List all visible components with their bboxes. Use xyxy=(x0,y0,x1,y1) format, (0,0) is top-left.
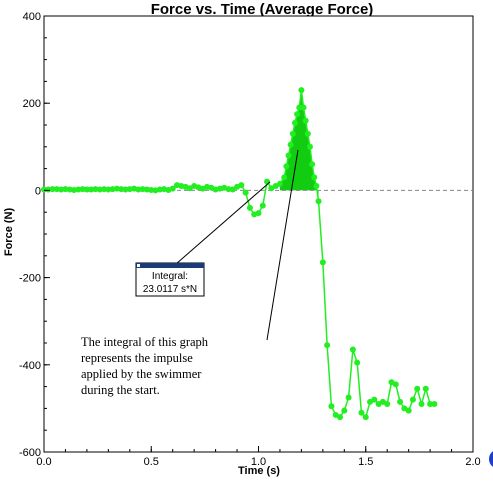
data-point xyxy=(409,396,416,403)
x-tick-label: 1.0 xyxy=(251,456,266,468)
data-point xyxy=(405,407,412,414)
data-point xyxy=(354,359,361,366)
y-tick-label: 0 xyxy=(35,185,41,197)
data-point xyxy=(287,141,294,148)
plot-area xyxy=(43,15,474,453)
data-point xyxy=(300,104,307,111)
data-point xyxy=(229,186,236,193)
y-tick-label: -400 xyxy=(19,360,41,372)
y-axis-label: Force (N) xyxy=(3,208,15,257)
note-pointer-line xyxy=(266,149,299,341)
data-point xyxy=(309,161,316,168)
data-point xyxy=(49,186,56,193)
data-point xyxy=(431,401,438,408)
x-tick-label: 1.5 xyxy=(358,456,373,468)
data-point xyxy=(276,180,283,187)
data-point xyxy=(264,178,271,185)
impulse-note: The integral of this graph represents th… xyxy=(81,335,209,397)
data-point xyxy=(306,143,313,150)
data-point xyxy=(313,183,320,190)
y-tick-label: 400 xyxy=(23,11,41,23)
data-point xyxy=(349,346,356,353)
data-point xyxy=(304,130,311,137)
data-point xyxy=(302,117,309,124)
data-point xyxy=(255,210,262,217)
data-point xyxy=(289,130,296,137)
integral-box-label: Integral: xyxy=(152,271,188,282)
data-point xyxy=(294,111,301,118)
x-tick-label: 0.0 xyxy=(36,456,51,468)
series-layer xyxy=(41,87,438,421)
data-point xyxy=(362,414,369,421)
data-point xyxy=(298,87,305,94)
data-point xyxy=(414,385,421,392)
note-line-4: during the start. xyxy=(81,383,160,397)
data-point xyxy=(324,342,331,349)
note-line-2: represents the impulse xyxy=(81,351,193,365)
data-point xyxy=(242,189,249,196)
data-point xyxy=(392,381,399,388)
data-point xyxy=(311,174,318,181)
y-tick-label: -200 xyxy=(19,273,41,285)
blue-circle-icon[interactable] xyxy=(489,450,493,468)
data-point xyxy=(358,409,365,416)
y-tick-label: 200 xyxy=(23,98,41,110)
data-point xyxy=(283,163,290,170)
data-point xyxy=(238,182,245,189)
data-point xyxy=(422,385,429,392)
data-point xyxy=(371,396,378,403)
integral-area xyxy=(279,90,319,202)
data-point xyxy=(83,186,90,193)
data-point xyxy=(427,401,434,408)
x-tick-label: 2.0 xyxy=(465,456,480,468)
integral-box-value: 23.0117 s*N xyxy=(143,284,197,295)
integral-box-header xyxy=(136,263,204,268)
data-point xyxy=(397,398,404,405)
data-point xyxy=(337,414,344,421)
data-point xyxy=(418,401,425,408)
note-line-3: applied by the swimmer xyxy=(81,367,202,381)
data-point xyxy=(328,403,335,410)
data-point xyxy=(384,401,391,408)
data-point xyxy=(345,394,352,401)
data-point xyxy=(341,407,348,414)
data-point xyxy=(169,185,176,192)
integral-box-close-icon[interactable] xyxy=(137,264,140,267)
integral-box-frame xyxy=(135,262,205,297)
data-point xyxy=(259,202,266,209)
integral-fill-region xyxy=(279,90,319,202)
data-point xyxy=(41,186,47,193)
note-line-1: The integral of this graph xyxy=(81,335,209,349)
x-axis-label: Time (s) xyxy=(238,465,280,477)
chart-title: Force vs. Time (Average Force) xyxy=(151,1,374,18)
integral-pointer-line xyxy=(175,181,271,265)
data-point xyxy=(291,119,298,126)
data-point xyxy=(285,152,292,159)
data-point xyxy=(315,198,322,205)
data-point xyxy=(319,259,326,266)
data-point xyxy=(246,204,253,211)
y-axis-ticks: 400 200 0 -200 -400 -600 xyxy=(19,11,50,459)
x-tick-label: 0.5 xyxy=(144,456,159,468)
data-point xyxy=(296,104,303,111)
x-axis-ticks: 0.0 0.5 1.0 1.5 2.0 xyxy=(36,446,481,468)
y-tick-label: -600 xyxy=(19,447,41,459)
data-point xyxy=(281,174,288,181)
integral-box[interactable]: Integral: 23.0117 s*N xyxy=(135,262,205,297)
plot-frame xyxy=(43,15,474,453)
